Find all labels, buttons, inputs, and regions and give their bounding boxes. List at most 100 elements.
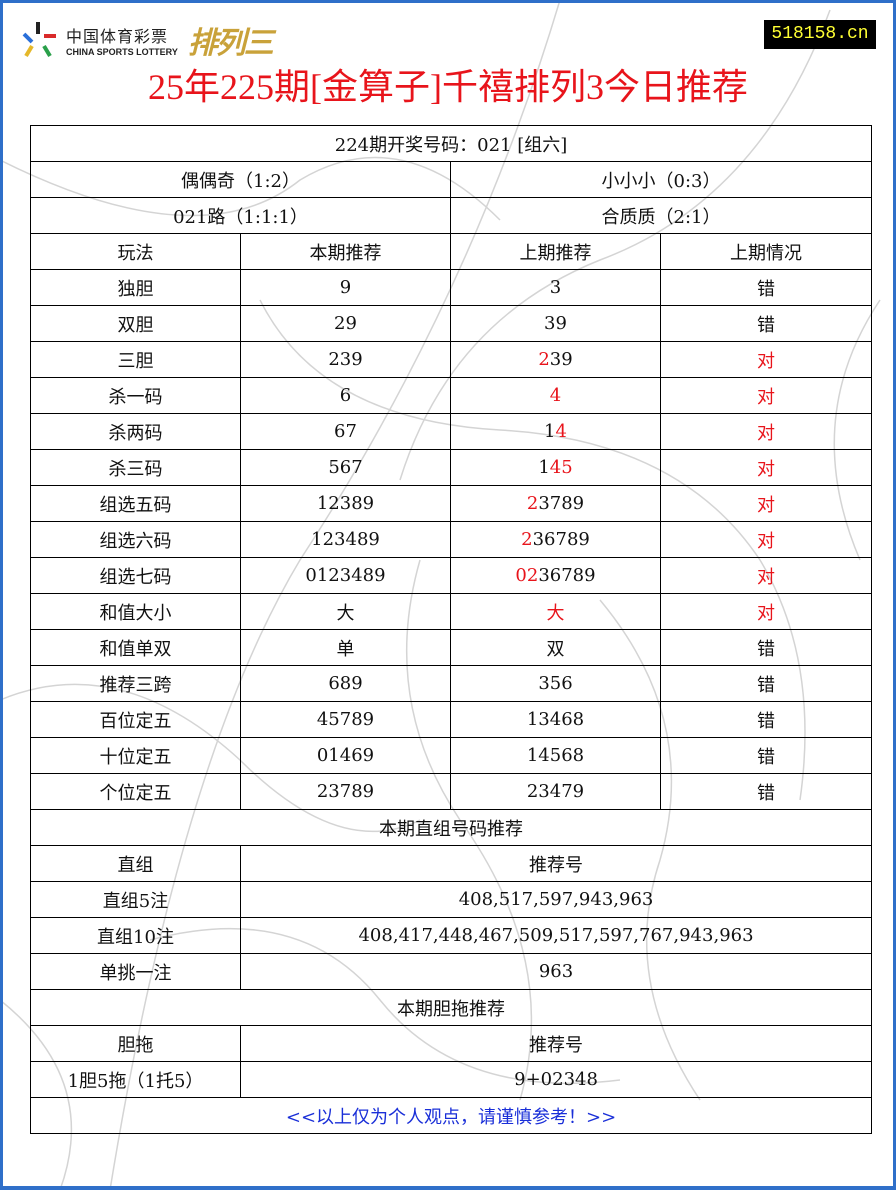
logo-cn-text: 中国体育彩票: [66, 27, 169, 46]
previous-result: 错: [659, 305, 873, 342]
previous-recommendation: 14568: [450, 737, 661, 774]
section-title-row: 本期直组号码推荐: [29, 809, 873, 846]
china-sports-lottery-logo: 中国体育彩票 CHINA SPORTS LOTTERY 排列三: [20, 18, 274, 62]
table-row: 和值单双单 双 错: [30, 629, 873, 666]
col-header: 本期推荐: [240, 233, 451, 270]
table-row: 组选六码 123489 236789 对: [30, 521, 873, 558]
current-recommendation: 大: [240, 593, 451, 630]
hit-digits: 2: [526, 493, 539, 514]
previous-recommendation: 双: [450, 629, 661, 666]
previous-recommendation: 23479: [450, 773, 661, 810]
table-row: 推荐三跨 689 356 错: [30, 665, 873, 702]
play-type: 组选六码: [30, 521, 241, 558]
play-type: 和值单双: [30, 629, 241, 666]
col-header: 上期推荐: [450, 233, 661, 270]
lottery-star-icon: [22, 22, 56, 58]
play-type: 杀三码: [30, 449, 241, 486]
col-header: 直组: [30, 845, 241, 882]
table-row: 和值大小大大对: [30, 593, 873, 630]
play-type: 三胆: [30, 341, 241, 378]
previous-result: 对: [659, 377, 873, 414]
stats-row: 偶偶奇（1:2） 小小小（0:3）: [30, 161, 873, 198]
previous-recommendation: 239: [450, 341, 661, 378]
site-badge: 518158.cn: [764, 20, 876, 49]
table-row: 组选七码 0123489 0236789 对: [30, 557, 873, 594]
digits: 39: [549, 349, 573, 370]
play-type: 十位定五: [30, 737, 241, 774]
play-type: 杀一码: [30, 377, 241, 414]
previous-recommendation: 14: [450, 413, 661, 450]
table-row: 1胆5拖（1托5） 9+02348: [30, 1061, 873, 1098]
table-row: 个位定五 23789 23479 错: [30, 773, 873, 810]
digits: 3789: [538, 493, 585, 514]
current-recommendation: 12389: [240, 485, 451, 522]
hit-digits: 45: [549, 457, 573, 478]
col-header: 推荐号: [239, 845, 873, 882]
previous-recommendation: 大: [450, 593, 661, 630]
current-recommendation: 123489: [240, 521, 451, 558]
current-recommendation: 9: [240, 269, 451, 306]
table-row: 杀三码 567 145 对: [30, 449, 873, 486]
bet-type: 直组10注: [30, 917, 241, 954]
draw-row: 224期开奖号码：021 [组六]: [29, 125, 873, 162]
dantuo-section-title: 本期胆拖推荐: [29, 989, 873, 1026]
previous-recommendation: 23789: [450, 485, 661, 522]
play-type: 杀两码: [30, 413, 241, 450]
previous-recommendation: 4: [450, 377, 661, 414]
current-recommendation: 01469: [240, 737, 451, 774]
previous-result: 对: [659, 521, 873, 558]
big-small: 小小小（0:3）: [449, 161, 873, 198]
hit-digits: 4: [549, 385, 562, 406]
recommended-numbers: 408,417,448,467,509,517,597,767,943,963: [239, 917, 873, 954]
table-header: 直组 推荐号: [30, 845, 873, 882]
hit-digits: 2: [521, 529, 533, 550]
digits: 39: [544, 313, 567, 334]
table-row: 百位定五 45789 13468 错: [30, 701, 873, 738]
previous-recommendation: 356: [450, 665, 661, 702]
disclaimer: <<以上仅为个人观点，请谨慎参考！>>: [29, 1097, 873, 1134]
logo-game-text: 排列三: [187, 26, 274, 61]
digits: 36789: [532, 529, 590, 550]
previous-result: 对: [659, 413, 873, 450]
current-recommendation: 23789: [240, 773, 451, 810]
digits: 14568: [526, 745, 585, 766]
previous-result: 对: [659, 449, 873, 486]
previous-recommendation: 3: [450, 269, 661, 306]
previous-result: 对: [659, 557, 873, 594]
current-recommendation: 567: [240, 449, 451, 486]
current-recommendation: 67: [240, 413, 451, 450]
previous-recommendation: 0236789: [450, 557, 661, 594]
digits: 3: [549, 277, 562, 298]
direct-section-title: 本期直组号码推荐: [29, 809, 873, 846]
table-row: 直组5注 408,517,597,943,963: [30, 881, 873, 918]
route-012: 021路（1:1:1）: [30, 197, 451, 234]
hit-digits: 2: [538, 349, 550, 370]
recommended-numbers: 408,517,597,943,963: [239, 881, 873, 918]
logo-en-text: CHINA SPORTS LOTTERY: [66, 47, 178, 57]
current-recommendation: 45789: [240, 701, 451, 738]
previous-result: 对: [659, 593, 873, 630]
previous-recommendation: 39: [450, 305, 661, 342]
play-type: 推荐三跨: [30, 665, 241, 702]
bet-type: 1胆5拖（1托5）: [30, 1061, 241, 1098]
play-type: 组选五码: [30, 485, 241, 522]
current-recommendation: 689: [240, 665, 451, 702]
play-type: 百位定五: [30, 701, 241, 738]
odd-even: 偶偶奇（1:2）: [30, 161, 451, 198]
current-recommendation: 29: [240, 305, 451, 342]
bet-type: 单挑一注: [30, 953, 241, 990]
table-header: 玩法 本期推荐 上期推荐 上期情况: [30, 233, 873, 270]
digits: 36789: [538, 565, 596, 586]
hit-digits: 02: [515, 565, 539, 586]
bet-type: 直组5注: [30, 881, 241, 918]
digits: 13468: [526, 709, 585, 730]
previous-result: 错: [659, 701, 873, 738]
current-recommendation: 6: [240, 377, 451, 414]
table-row: 独胆 9 3 错: [30, 269, 873, 306]
col-header: 胆拖: [30, 1025, 241, 1062]
recommended-numbers: 963: [239, 953, 873, 990]
previous-result: 错: [659, 665, 873, 702]
recommended-numbers: 9+02348: [239, 1061, 873, 1098]
play-type: 组选七码: [30, 557, 241, 594]
digits: 356: [538, 673, 573, 694]
